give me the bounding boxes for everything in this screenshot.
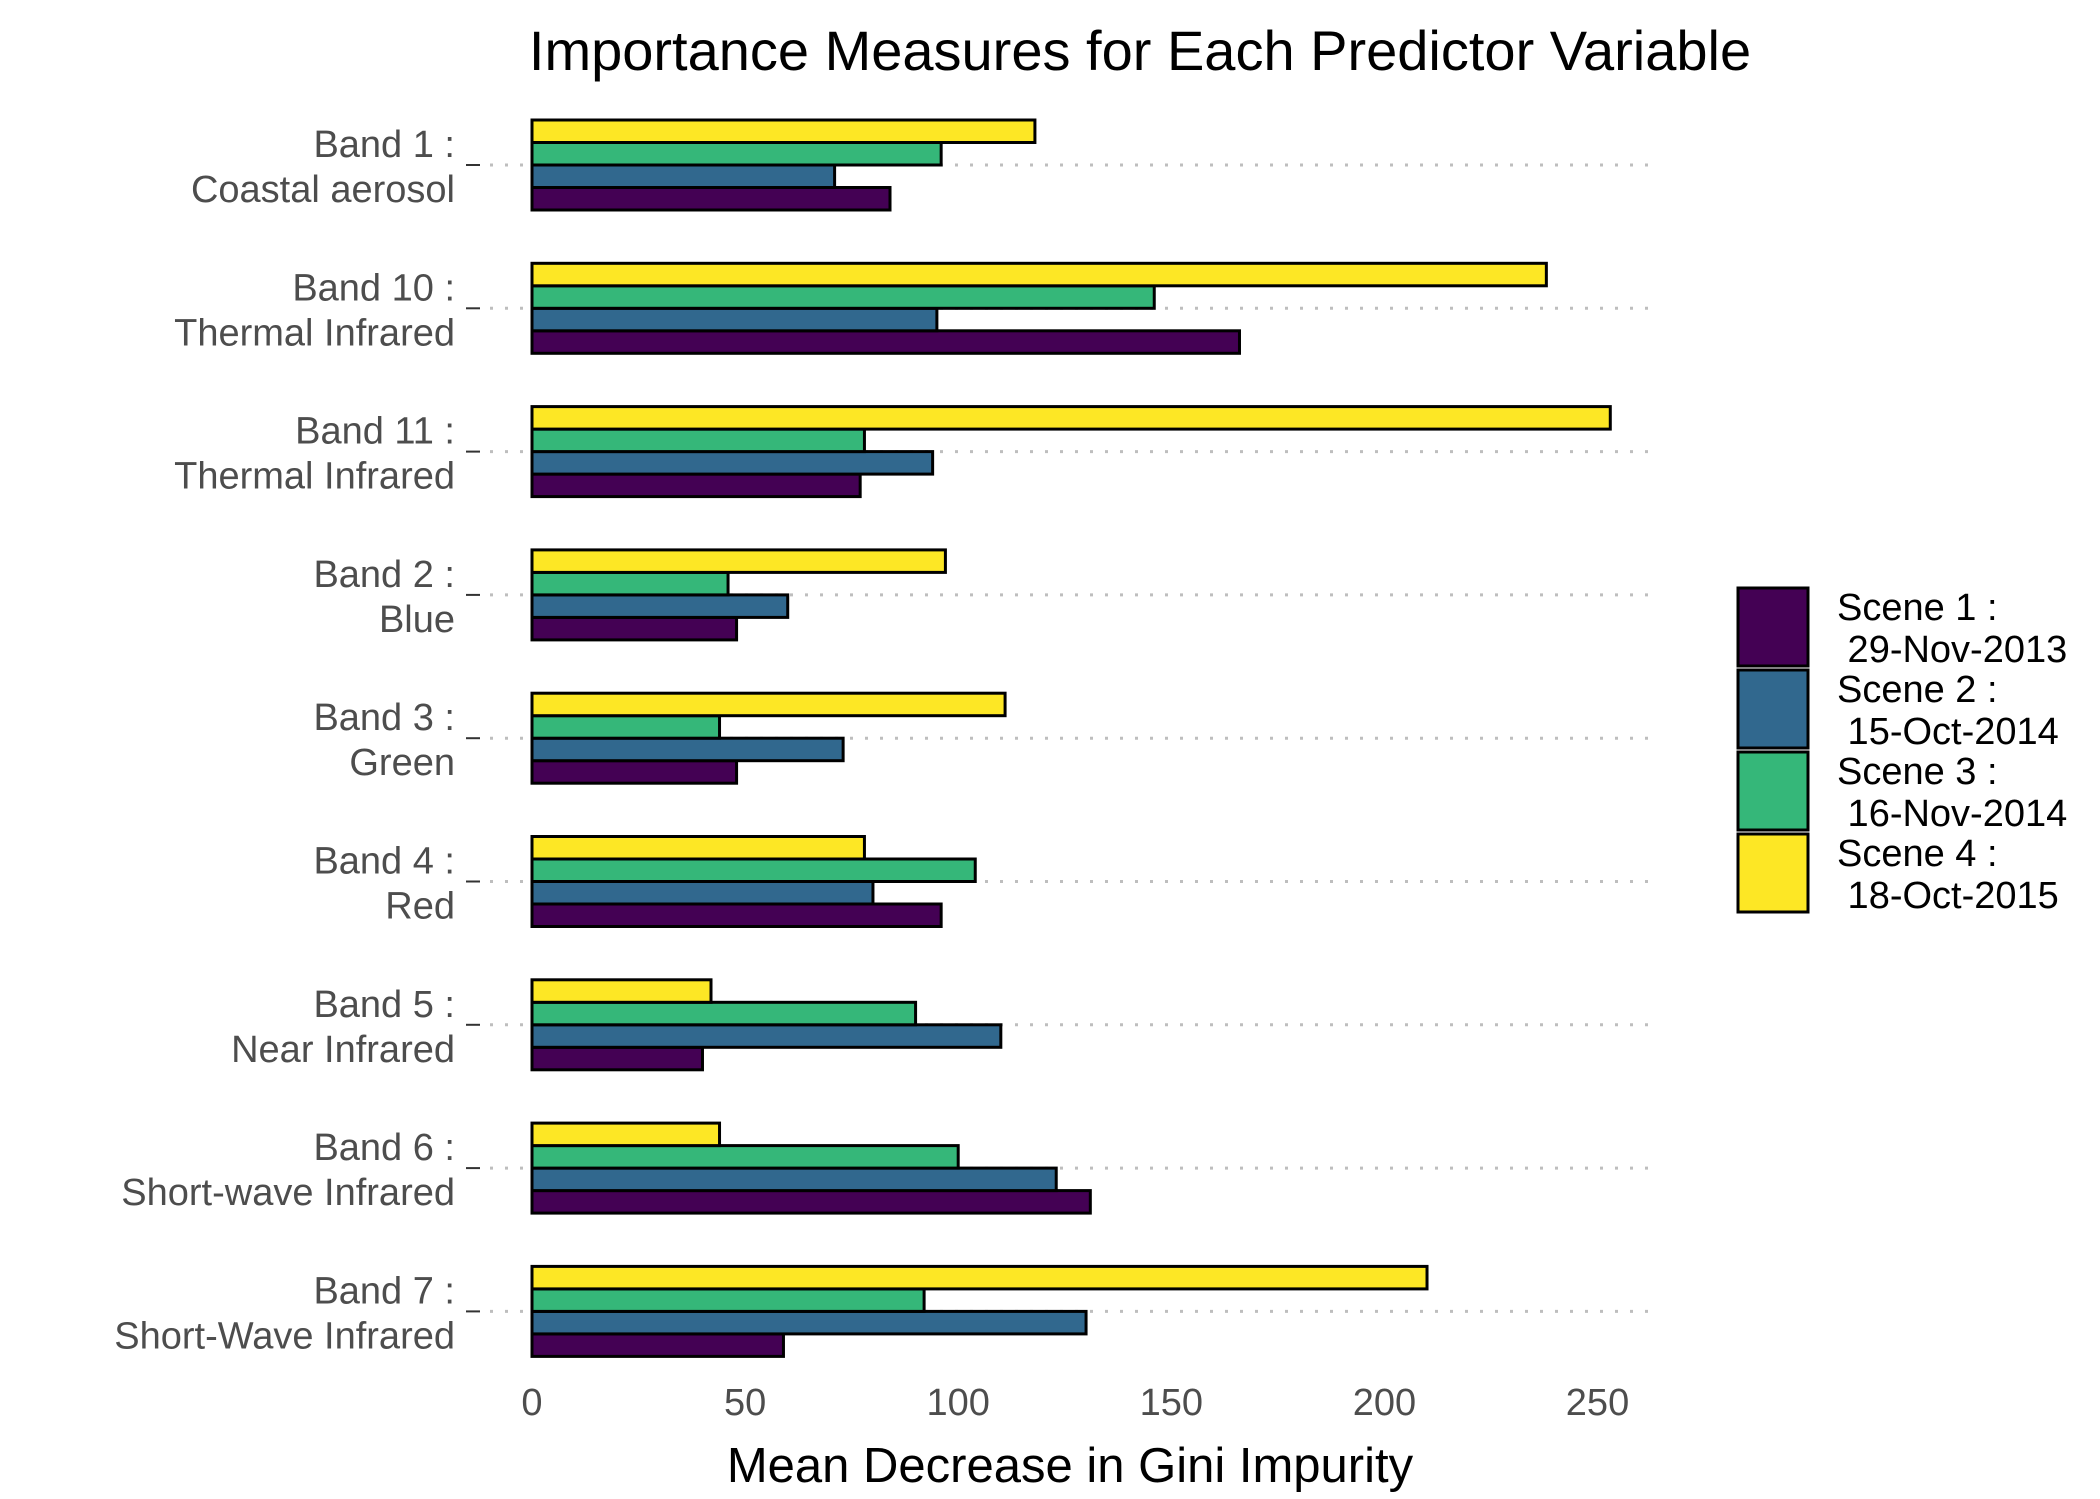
bar-4-4	[530, 548, 947, 574]
bar-1-2	[530, 329, 1241, 355]
bar-1-1	[530, 186, 892, 212]
bar-3-4	[530, 570, 730, 597]
category-label-line2: Short-wave Infrared	[121, 1172, 455, 1214]
x-tick-label: 250	[1566, 1382, 1629, 1424]
bar-1-6	[530, 902, 943, 928]
x-tick-label: 100	[926, 1382, 989, 1424]
bar-4-9	[530, 1264, 1429, 1291]
bar-4-7	[530, 978, 713, 1004]
bar-3-2	[530, 284, 1156, 310]
bar-2-8	[530, 1166, 1058, 1193]
bar-2-4	[530, 593, 790, 619]
legend-label-line1: Scene 2 :	[1837, 669, 1998, 711]
category-label-line2: Thermal Infrared	[174, 456, 455, 498]
category-label-line2: Red	[385, 886, 455, 928]
bar-2-9	[530, 1309, 1088, 1336]
category-label-line2: Blue	[379, 599, 455, 641]
category-label-line1: Band 11 :	[295, 411, 455, 453]
bar-4-5	[530, 691, 1007, 718]
bar-4-6	[530, 835, 866, 861]
legend-label-line2: 15-Oct-2014	[1837, 711, 2059, 753]
chart-title: Importance Measures for Each Predictor V…	[529, 19, 1751, 82]
category-label-line2: Coastal aerosol	[191, 169, 455, 211]
x-tick-label: 0	[521, 1382, 542, 1424]
legend-label-line2: 16-Nov-2014	[1837, 793, 2067, 835]
bar-3-8	[530, 1144, 960, 1170]
legend-label-line2: 18-Oct-2015	[1837, 875, 2059, 917]
bar-4-1	[530, 118, 1037, 144]
bar-2-1	[530, 163, 837, 189]
category-label-line1: Band 6 :	[313, 1127, 455, 1169]
bar-2-2	[530, 306, 939, 333]
bar-2-7	[530, 1023, 1003, 1049]
category-label-line1: Band 3 :	[313, 697, 455, 739]
x-axis-label: Mean Decrease in Gini Impurity	[727, 1439, 1414, 1493]
x-tick-label: 50	[724, 1382, 766, 1424]
bar-2-3	[530, 450, 935, 476]
category-label-line2: Short-Wave Infrared	[114, 1315, 455, 1357]
legend-key-3	[1736, 750, 1810, 832]
bar-1-5	[530, 759, 739, 785]
x-tick-label: 200	[1353, 1382, 1416, 1424]
bar-3-9	[530, 1287, 926, 1313]
category-label-line1: Band 2 :	[313, 554, 455, 596]
category-label-line1: Band 10 :	[292, 267, 455, 309]
category-label-line1: Band 5 :	[313, 984, 455, 1026]
legend-label-line1: Scene 3 :	[1837, 751, 1998, 793]
category-label-line2: Thermal Infrared	[174, 312, 455, 354]
bar-1-8	[530, 1189, 1092, 1215]
category-label-line1: Band 7 :	[313, 1270, 455, 1312]
x-axis: 0 50 100 150 200 250	[521, 1382, 1629, 1424]
bar-1-4	[530, 615, 739, 642]
bar-3-3	[530, 427, 866, 454]
bar-4-3	[530, 405, 1612, 431]
bar-3-1	[530, 141, 943, 167]
bar-1-3	[530, 472, 862, 499]
bar-4-8	[530, 1121, 722, 1148]
bar-4-2	[530, 261, 1548, 288]
legend-label-line1: Scene 4 :	[1837, 833, 1998, 875]
legend-label-line1: Scene 1 :	[1837, 587, 1998, 629]
bar-1-7	[530, 1045, 704, 1072]
category-label-line1: Band 1 :	[313, 124, 455, 166]
bar-3-6	[530, 857, 977, 883]
bars	[530, 118, 1612, 1358]
legend-key-1	[1736, 586, 1810, 668]
legend-key-4	[1736, 832, 1810, 914]
bar-2-5	[530, 736, 845, 763]
legend-key-2	[1736, 668, 1810, 750]
legend-label-line2: 29-Nov-2013	[1837, 629, 2067, 671]
category-label-line1: Band 4 :	[313, 841, 455, 883]
category-label-line2: Near Infrared	[231, 1029, 455, 1071]
bar-1-9	[530, 1332, 785, 1358]
x-tick-label: 150	[1140, 1382, 1203, 1424]
bar-3-5	[530, 714, 722, 740]
category-label-line2: Green	[349, 742, 455, 784]
bar-2-6	[530, 880, 875, 906]
bar-3-7	[530, 1000, 918, 1027]
